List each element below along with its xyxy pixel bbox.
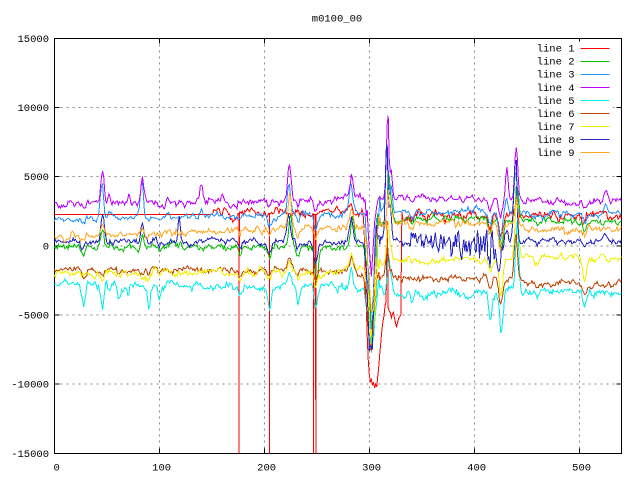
svg-text:-15000: -15000 xyxy=(11,449,49,461)
svg-text:-10000: -10000 xyxy=(11,380,49,392)
svg-text:300: 300 xyxy=(362,463,381,475)
svg-text:100: 100 xyxy=(152,463,171,475)
svg-text:-5000: -5000 xyxy=(17,311,49,323)
svg-text:5000: 5000 xyxy=(24,172,49,184)
svg-text:line 3: line 3 xyxy=(537,70,575,82)
svg-text:line 7: line 7 xyxy=(537,122,575,134)
svg-text:line 6: line 6 xyxy=(537,109,575,121)
svg-text:line 5: line 5 xyxy=(537,96,575,108)
svg-text:m0100_00: m0100_00 xyxy=(312,14,362,26)
svg-text:0: 0 xyxy=(53,463,59,475)
svg-text:400: 400 xyxy=(467,463,486,475)
svg-text:line 2: line 2 xyxy=(537,57,575,69)
svg-text:line 9: line 9 xyxy=(537,148,575,160)
svg-text:500: 500 xyxy=(572,463,591,475)
svg-text:200: 200 xyxy=(257,463,276,475)
svg-text:0: 0 xyxy=(43,241,49,253)
svg-text:line 4: line 4 xyxy=(537,83,575,95)
svg-text:15000: 15000 xyxy=(17,34,49,46)
svg-text:10000: 10000 xyxy=(17,103,49,115)
svg-text:line 1: line 1 xyxy=(537,44,575,56)
svg-text:line 8: line 8 xyxy=(537,135,575,147)
